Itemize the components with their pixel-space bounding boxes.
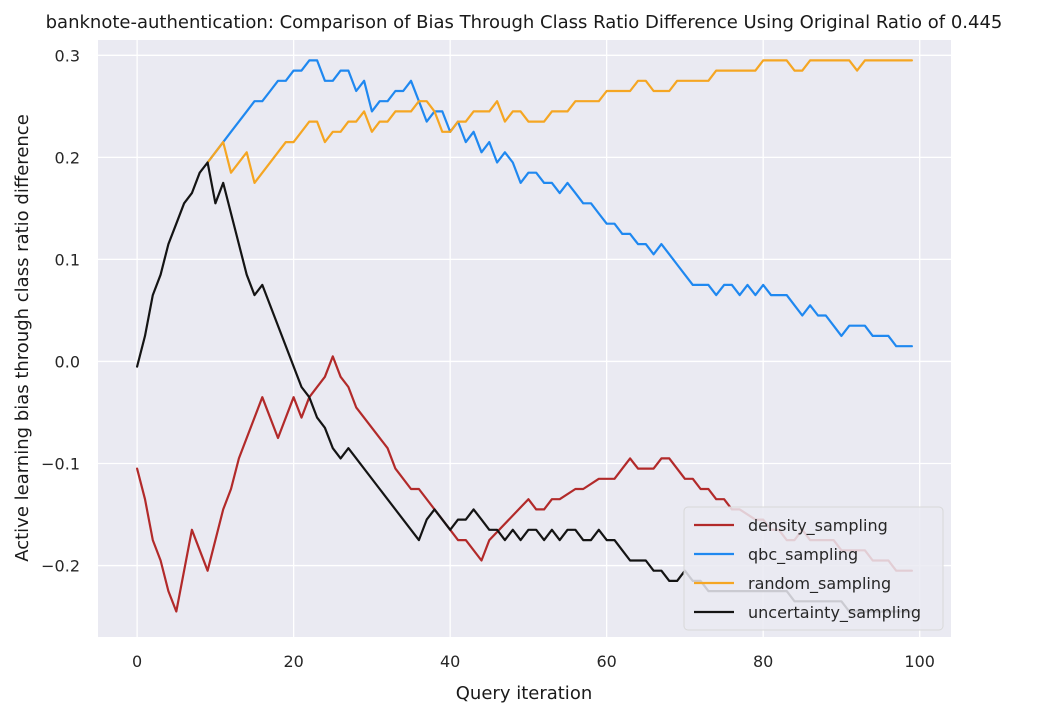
chart-title: banknote-authentication: Comparison of B… (46, 12, 1003, 33)
y-axis: −0.2 −0.1 0.0 0.1 0.2 0.3 (41, 46, 80, 575)
y-tick-label: 0.0 (55, 352, 80, 371)
grid-lines (98, 40, 951, 637)
legend-box (683, 506, 944, 631)
x-tick-label: 40 (440, 652, 460, 671)
y-tick-label: −0.2 (41, 557, 80, 576)
x-tick-label: 20 (283, 652, 303, 671)
legend-label: random_sampling (748, 574, 891, 594)
series-line-random-sampling (206, 59, 914, 184)
x-tick-label: 0 (132, 652, 142, 671)
legend-label: qbc_sampling (748, 545, 858, 565)
x-tick-label: 100 (904, 652, 935, 671)
y-tick-label: 0.1 (55, 250, 80, 269)
y-tick-label: 0.3 (55, 46, 80, 65)
x-axis-label: Query iteration (456, 683, 592, 704)
y-tick-label: −0.1 (41, 455, 80, 474)
x-tick-label: 60 (596, 652, 616, 671)
x-tick-label: 80 (753, 652, 773, 671)
legend: density_sampling qbc_sampling random_sampl… (683, 506, 944, 631)
series-line-qbc-sampling (206, 59, 914, 348)
y-tick-label: 0.2 (55, 148, 80, 167)
x-axis: 0 20 40 60 80 100 (132, 652, 935, 671)
legend-label: density_sampling (748, 516, 888, 536)
y-axis-label: Active learning bias through class ratio… (12, 114, 33, 562)
legend-label: uncertainty_sampling (748, 603, 921, 623)
